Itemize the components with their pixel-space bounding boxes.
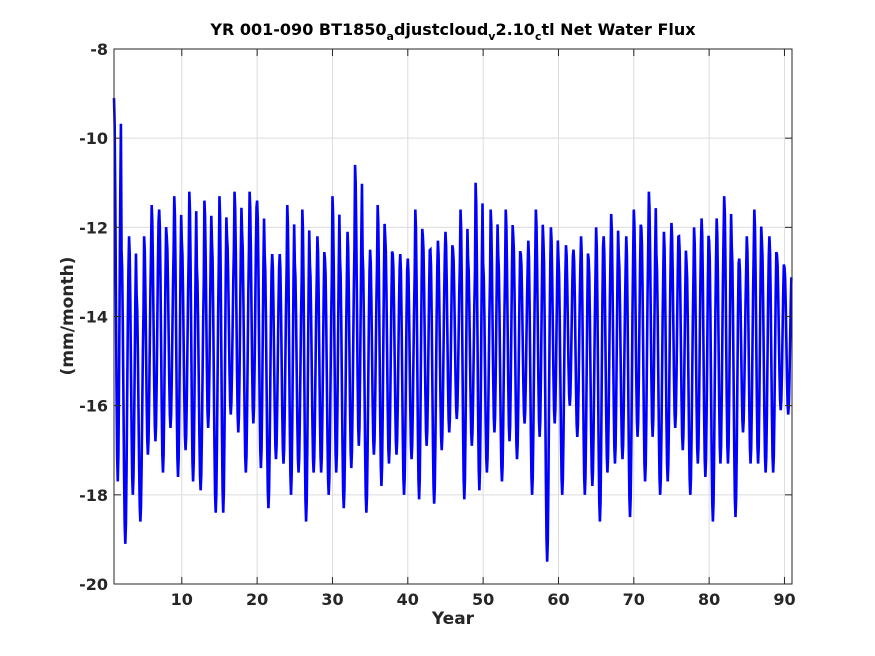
title-part: djustcloud [394,20,488,39]
y-tick-label: -16 [79,397,108,416]
title-part: tl Net Water Flux [541,20,696,39]
x-tick-label: 90 [773,590,795,609]
title-part: c [535,30,542,43]
x-tick-label: 60 [547,590,569,609]
axis-ticks [114,48,792,585]
tick-labels: 10 20 30 40 50 60 70 80 90 -20 -18 -16 -14 -12 -10 -8 [79,40,796,609]
title-part: v [488,30,496,43]
y-tick-label: -20 [79,575,108,594]
title-part: a [387,30,394,43]
y-tick-label: -8 [90,40,108,59]
chart-title: YR 001-090 BT1850adjustcloudv2.10ctl Net… [209,20,696,43]
x-tick-label: 40 [397,590,419,609]
y-tick-label: -10 [79,129,108,148]
x-tick-label: 70 [623,590,645,609]
y-tick-label: -14 [79,308,108,327]
title-part: 2.10 [495,20,534,39]
x-tick-label: 80 [698,590,720,609]
x-tick-label: 10 [171,590,193,609]
series-group [112,98,793,562]
y-axis-label: (mm/month) [58,257,78,376]
y-tick-label: -18 [79,486,108,505]
series-line [112,98,793,562]
x-tick-label: 50 [472,590,494,609]
x-tick-label: 20 [246,590,268,609]
x-tick-label: 30 [321,590,343,609]
title-part: YR 001-090 BT1850 [209,20,386,39]
x-axis-label: Year [431,609,475,629]
y-tick-label: -12 [79,218,108,237]
